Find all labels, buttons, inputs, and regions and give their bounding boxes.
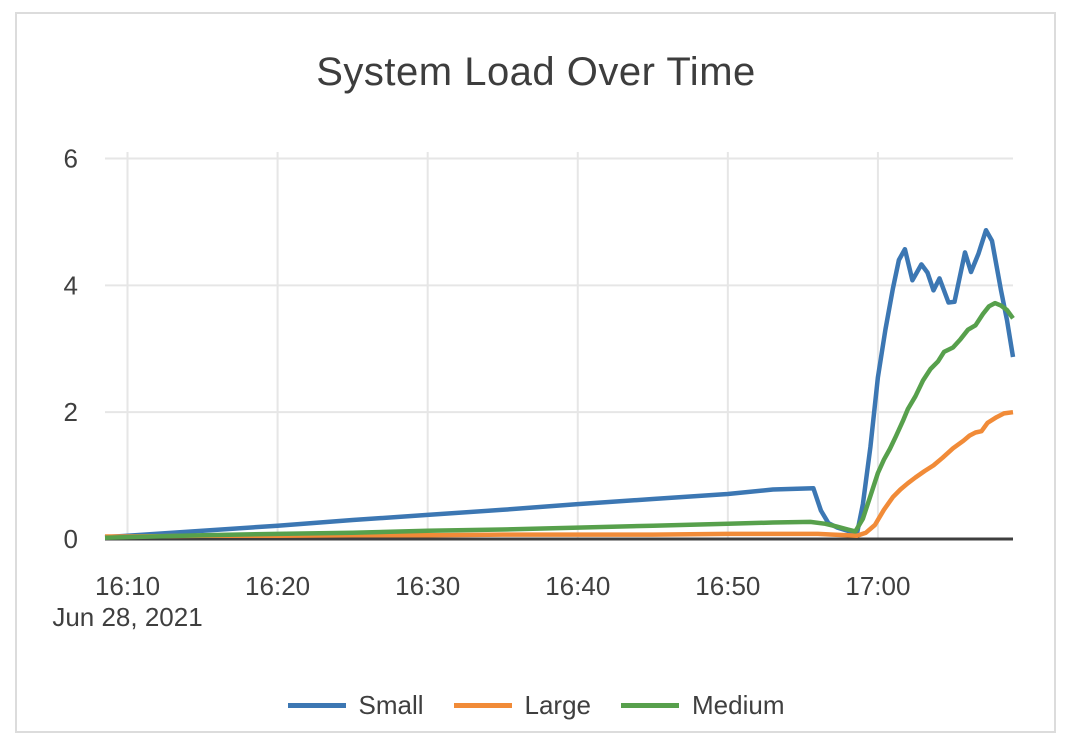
legend-line-swatch-large: [453, 702, 512, 708]
legend-label-large: Large: [524, 690, 592, 720]
x-axis-date-label: Jun 28, 2021: [52, 602, 202, 632]
x-tick-label: 17:00: [845, 571, 910, 601]
legend-item-large[interactable]: Large: [453, 690, 592, 720]
legend-line-swatch-medium: [621, 702, 680, 708]
x-tick-label: 16:30: [395, 571, 460, 601]
legend-line-swatch-small: [287, 702, 346, 708]
y-tick-label: 2: [64, 397, 78, 427]
legend-item-medium[interactable]: Medium: [621, 690, 785, 720]
legend: Small Large Medium: [0, 691, 1072, 719]
y-tick-label: 4: [64, 270, 78, 300]
legend-label-medium: Medium: [692, 690, 785, 720]
series-line-small: [104, 227, 1016, 540]
series-line-large: [105, 409, 1014, 539]
legend-item-small[interactable]: Small: [287, 690, 424, 720]
legend-label-small: Small: [358, 690, 424, 720]
x-tick-label: 16:50: [695, 571, 760, 601]
x-tick-label: 16:40: [545, 571, 610, 601]
chart-title: System Load Over Time: [316, 50, 756, 94]
y-tick-label: 6: [64, 144, 78, 174]
y-tick-label: 0: [64, 524, 78, 554]
series-line-medium: [104, 300, 1015, 540]
chart-card: [15, 12, 1056, 733]
x-tick-label: 16:10: [95, 571, 160, 601]
x-tick-label: 16:20: [245, 571, 310, 601]
